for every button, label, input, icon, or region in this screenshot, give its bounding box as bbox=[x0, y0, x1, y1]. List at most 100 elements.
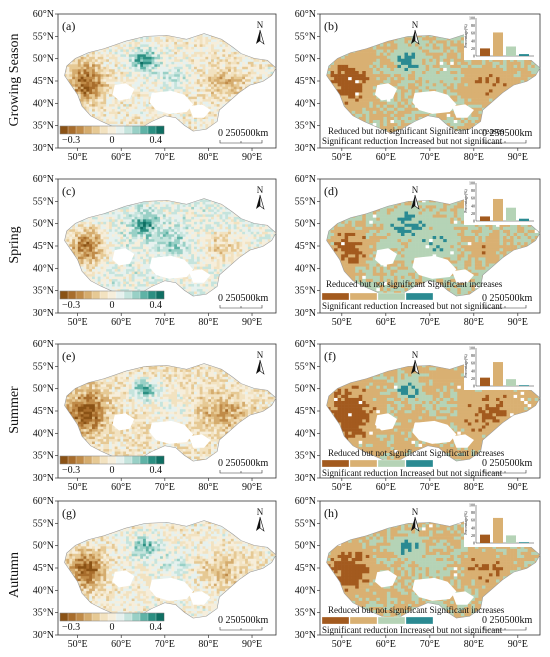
grid-cell bbox=[137, 81, 141, 85]
grid-cell bbox=[237, 144, 240, 147]
grid-cell bbox=[326, 49, 328, 53]
grid-cell bbox=[83, 111, 87, 115]
grid-cell bbox=[220, 27, 223, 30]
grid-cell bbox=[162, 54, 166, 58]
grid-cell bbox=[242, 59, 246, 63]
grid-cell bbox=[97, 109, 101, 112]
grid-cell bbox=[267, 114, 271, 117]
grid-cell bbox=[77, 33, 81, 35]
grid-cell bbox=[358, 43, 363, 47]
grid-cell bbox=[376, 43, 381, 47]
grid-cell bbox=[262, 114, 266, 117]
grid-cell bbox=[199, 39, 203, 43]
grid-cell bbox=[135, 24, 138, 27]
grid-cell bbox=[344, 37, 349, 41]
grid-cell bbox=[69, 46, 73, 50]
grid-cell bbox=[383, 64, 388, 69]
grid-cell bbox=[75, 61, 79, 65]
grid-cell bbox=[174, 124, 178, 127]
grid-cell bbox=[499, 67, 504, 72]
grid-cell bbox=[126, 27, 129, 30]
grid-cell bbox=[162, 66, 166, 70]
grid-cell bbox=[66, 41, 70, 45]
grid-cell bbox=[492, 61, 497, 66]
grid-cell bbox=[58, 42, 61, 45]
grid-cell bbox=[216, 121, 220, 125]
grid-cell bbox=[97, 81, 101, 85]
grid-cell bbox=[145, 76, 149, 80]
grid-cell bbox=[262, 71, 266, 75]
grid-cell bbox=[89, 24, 92, 27]
grid-cell bbox=[86, 44, 90, 48]
grid-cell bbox=[270, 79, 274, 83]
grid-cell bbox=[81, 29, 84, 32]
grid-cell bbox=[61, 117, 64, 120]
grid-cell bbox=[233, 119, 237, 122]
grid-cell bbox=[422, 34, 426, 38]
grid-cell bbox=[216, 86, 220, 90]
grid-cell bbox=[236, 121, 240, 125]
grid-cell bbox=[196, 49, 200, 53]
grid-cell bbox=[165, 34, 169, 38]
grid-cell bbox=[148, 49, 152, 53]
grid-cell bbox=[154, 121, 158, 125]
grid-cell bbox=[213, 54, 218, 58]
grid-cell bbox=[225, 94, 229, 97]
grid-cell bbox=[228, 27, 231, 30]
grid-cell bbox=[245, 41, 249, 45]
grid-cell bbox=[211, 56, 215, 60]
grid-cell bbox=[148, 111, 152, 115]
grid-cell bbox=[262, 94, 266, 97]
grid-cell bbox=[488, 61, 493, 66]
grid-cell bbox=[248, 27, 251, 30]
grid-cell bbox=[351, 67, 356, 72]
grid-cell bbox=[219, 101, 223, 105]
grid-cell bbox=[182, 89, 186, 92]
grid-cell bbox=[86, 51, 90, 55]
grid-cell bbox=[205, 39, 209, 43]
grid-cell bbox=[365, 67, 370, 72]
grid-cell bbox=[154, 36, 158, 40]
grid-cell bbox=[182, 86, 186, 90]
grid-cell bbox=[436, 37, 440, 41]
grid-cell bbox=[450, 40, 455, 44]
grid-cell bbox=[485, 67, 490, 72]
grid-cell bbox=[264, 109, 269, 112]
grid-cell bbox=[103, 22, 106, 25]
grid-cell bbox=[228, 121, 232, 125]
grid-cell bbox=[106, 99, 110, 102]
grid-cell bbox=[344, 43, 349, 47]
grid-cell bbox=[228, 86, 232, 90]
grid-cell bbox=[103, 144, 106, 147]
grid-cell bbox=[228, 84, 232, 88]
grid-cell bbox=[188, 136, 191, 139]
grid-cell bbox=[231, 139, 234, 142]
grid-cell bbox=[120, 109, 124, 112]
grid-cell bbox=[432, 46, 437, 50]
grid-cell bbox=[267, 69, 271, 73]
grid-cell bbox=[123, 141, 126, 144]
grid-cell bbox=[369, 71, 374, 75]
grid-cell bbox=[101, 141, 104, 144]
grid-cell bbox=[174, 81, 178, 85]
grid-cell bbox=[253, 33, 257, 35]
grid-cell bbox=[103, 106, 107, 110]
grid-cell bbox=[106, 94, 110, 97]
grid-cell bbox=[233, 94, 237, 97]
grid-cell bbox=[69, 66, 73, 70]
grid-cell bbox=[174, 71, 178, 75]
grid-cell bbox=[345, 22, 349, 25]
grid-cell bbox=[411, 67, 416, 72]
grid-cell bbox=[154, 29, 157, 32]
grid-cell bbox=[154, 54, 158, 58]
grid-cell bbox=[92, 33, 96, 35]
grid-cell bbox=[145, 61, 149, 65]
grid-cell bbox=[109, 22, 112, 25]
grid-cell bbox=[157, 33, 161, 35]
grid-cell bbox=[101, 144, 104, 147]
grid-cell bbox=[267, 36, 271, 40]
grid-cell bbox=[196, 101, 200, 105]
grid-cell bbox=[228, 36, 232, 40]
grid-cell bbox=[234, 144, 237, 147]
grid-cell bbox=[253, 124, 257, 127]
